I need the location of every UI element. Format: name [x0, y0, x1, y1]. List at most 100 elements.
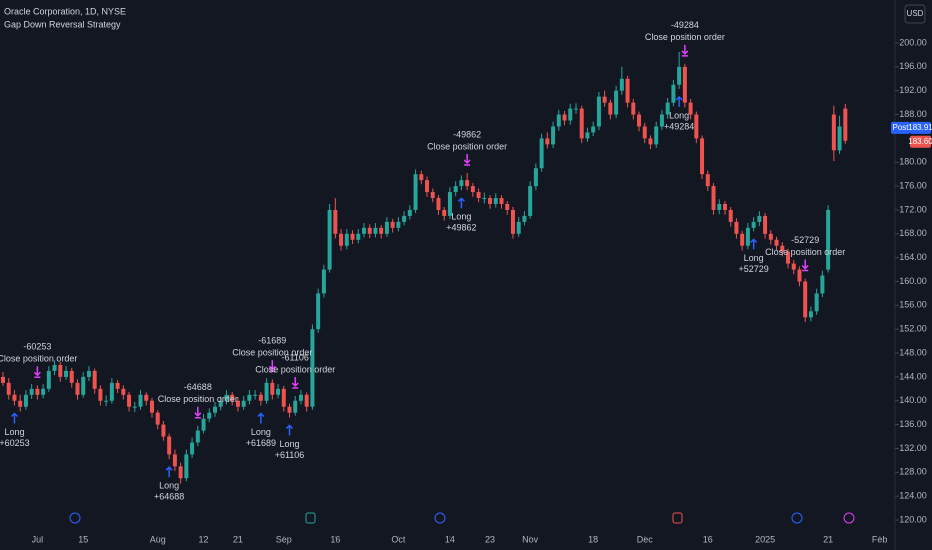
exit-amount: -49284	[671, 20, 699, 30]
candle-body	[413, 174, 418, 210]
x-tick-label: 12	[199, 534, 209, 544]
candle-body	[18, 400, 23, 407]
candle-body	[149, 400, 154, 413]
event-icon[interactable]	[672, 512, 683, 524]
candle-body	[763, 215, 768, 234]
candle-body	[505, 203, 510, 210]
candle-body	[694, 114, 699, 139]
candle-body	[745, 227, 750, 246]
y-tick-label: 164.00	[899, 252, 927, 262]
candle-body	[121, 388, 126, 395]
currency-label[interactable]: USD	[907, 9, 924, 18]
candle-body	[602, 96, 607, 103]
candle-body	[430, 192, 435, 199]
candle-body	[230, 394, 235, 401]
candle-body	[115, 382, 120, 389]
entry-label: Long	[251, 427, 271, 437]
candle-body	[539, 138, 544, 169]
currency-button[interactable]	[904, 4, 926, 24]
last-price-label: 183.60	[908, 137, 932, 146]
y-tick-label: 196.00	[899, 61, 927, 71]
event-icon[interactable]	[843, 512, 855, 524]
candle-body	[367, 227, 372, 234]
candle-body	[648, 138, 653, 145]
y-tick-label: 120.00	[899, 514, 927, 524]
candle-body	[373, 227, 378, 234]
candle-body	[270, 382, 275, 395]
candle-body	[516, 221, 521, 234]
entry-amount: +60253	[0, 438, 30, 448]
candle-body	[717, 203, 722, 210]
last-price-badge	[910, 135, 931, 148]
candle-body	[425, 180, 430, 193]
entry-amount: +61689	[246, 438, 276, 448]
candle-body	[298, 394, 303, 401]
candle-body	[768, 233, 773, 240]
entry-label: Long	[159, 481, 179, 491]
exit-label: Close position order	[0, 354, 77, 364]
candle-body	[6, 382, 11, 395]
entry-arrow	[750, 238, 758, 250]
candle-body	[528, 186, 533, 216]
candle-body	[333, 209, 338, 234]
candle-body	[29, 388, 34, 395]
candle-body	[235, 400, 240, 407]
candle-body	[339, 233, 344, 246]
chart-subtitle: Gap Down Reversal Strategy	[4, 19, 121, 29]
entry-amount: +49862	[446, 223, 476, 233]
y-tick-label: 136.00	[899, 419, 927, 429]
candle-body	[224, 394, 229, 401]
x-tick-label: Jul	[32, 534, 44, 544]
candle-body	[379, 227, 384, 234]
exit-amount: -61689	[258, 336, 286, 346]
candle-body	[390, 221, 395, 228]
x-tick-label: 15	[78, 534, 88, 544]
candle-body	[407, 209, 412, 216]
x-tick-label: 21	[233, 534, 243, 544]
entry-amount: +49284	[664, 121, 694, 131]
event-icon[interactable]	[69, 512, 81, 524]
candle-body	[344, 233, 349, 246]
candle-body	[1, 376, 5, 383]
entry-arrow	[675, 95, 683, 107]
exit-label: Close position order	[255, 364, 335, 374]
y-tick-label: 152.00	[899, 324, 927, 334]
y-tick-label: 168.00	[899, 228, 927, 238]
candle-body	[671, 84, 676, 103]
x-tick-label: Feb	[872, 534, 888, 544]
candle-body	[98, 388, 103, 401]
event-icon[interactable]	[434, 512, 446, 524]
entry-arrow	[285, 424, 294, 436]
chart-title: Oracle Corporation, 1D, NYSE	[4, 6, 126, 16]
x-tick-label: 23	[485, 534, 495, 544]
candle-body	[579, 108, 584, 139]
entry-arrow	[10, 412, 18, 424]
candle-body	[774, 239, 779, 246]
candle-body	[361, 227, 366, 234]
exit-arrow	[291, 376, 299, 389]
candle-body	[190, 442, 195, 455]
candle-body	[138, 394, 143, 407]
candle-body	[740, 233, 745, 246]
candle-body	[734, 221, 739, 234]
candle-body	[436, 198, 441, 210]
candle-body	[81, 376, 86, 395]
candle-body	[316, 293, 321, 330]
candle-body	[728, 209, 733, 222]
exit-amount: -52729	[791, 235, 819, 245]
candle-body	[442, 209, 447, 216]
candle-body	[499, 198, 504, 204]
exit-arrow	[463, 153, 471, 166]
y-tick-label: 144.00	[899, 371, 927, 381]
candle-body	[831, 114, 836, 151]
event-icon[interactable]	[791, 512, 803, 524]
y-tick-label: 160.00	[899, 276, 927, 286]
candle-body	[144, 394, 149, 401]
candle-body	[213, 406, 218, 413]
entry-amount: +52729	[738, 264, 768, 274]
candle-body	[522, 215, 527, 222]
y-tick-label: 132.00	[899, 443, 927, 453]
event-icon[interactable]	[305, 512, 316, 524]
candle-body	[625, 78, 630, 103]
